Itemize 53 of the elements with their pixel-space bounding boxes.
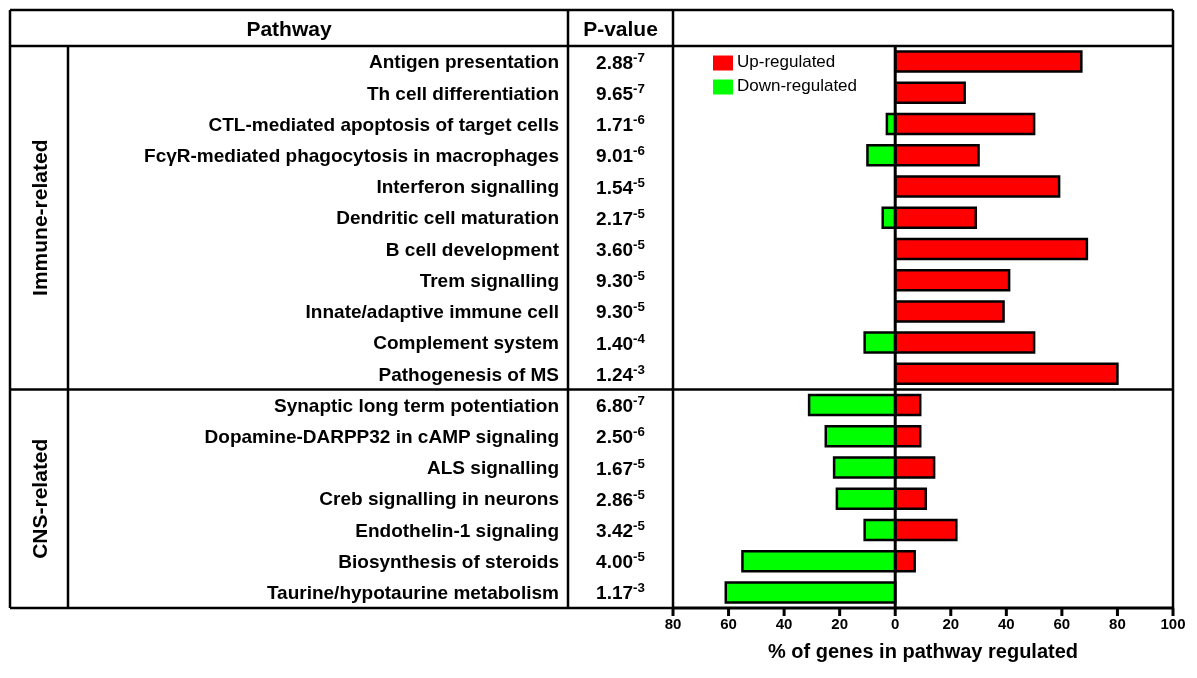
text: 1.67$^{-5}$ <box>596 455 646 479</box>
x-tick-label: 20 <box>942 614 960 632</box>
text: P-value <box>583 17 658 40</box>
text: 9.30$^{-5}$ <box>596 298 646 323</box>
text: Immune-related <box>27 139 51 296</box>
text: 1.24$^{-3}$ <box>596 361 645 385</box>
text: 1.17$^{-3}$ <box>596 579 645 604</box>
text: 2.17$^{-5}$ <box>596 205 646 229</box>
x-tick-label: 60 <box>1053 614 1071 632</box>
x-tick-label: 80 <box>664 614 682 632</box>
y-tick-label: Pathogenesis of MS <box>378 363 559 385</box>
text: 9.65$^{-7}$ <box>596 80 645 104</box>
text: CNS-related <box>27 438 51 559</box>
y-tick-label: Antigen presentation <box>368 51 559 73</box>
x-tick-label: 60 <box>720 614 737 632</box>
x-tick-label: 40 <box>997 614 1015 632</box>
y-tick-label: B cell development <box>385 238 560 260</box>
text: 6.80$^{-7}$ <box>596 392 645 417</box>
x-tick-label: 20 <box>831 614 849 632</box>
text: 3.60$^{-5}$ <box>596 236 646 260</box>
y-tick-label: CTL-mediated apoptosis of target cells <box>208 113 559 135</box>
text: 9.30$^{-5}$ <box>596 267 646 292</box>
x-tick-label: 40 <box>775 614 793 632</box>
y-tick-label: Dopamine-DARPP32 in cAMP signaling <box>204 426 559 448</box>
text: 2.88$^{-7}$ <box>596 49 645 73</box>
y-tick-label: Complement system <box>373 332 559 354</box>
text: 1.40$^{-4}$ <box>596 330 646 354</box>
text: 2.50$^{-6}$ <box>596 423 645 448</box>
y-tick-label: Creb signalling in neurons <box>319 488 559 510</box>
x-tick-label: 80 <box>1109 614 1126 632</box>
legend-label: Down-regulated <box>737 76 858 95</box>
y-tick-label: Dendritic cell maturation <box>336 207 559 229</box>
y-tick-label: Biosynthesis of steroids <box>338 550 559 572</box>
text: 3.42$^{-5}$ <box>596 517 646 541</box>
y-tick-label: Th cell differentiation <box>366 82 559 104</box>
y-tick-label: Innate/adaptive immune cell <box>305 301 559 323</box>
text: 1.54$^{-5}$ <box>596 174 646 198</box>
y-tick-label: ALS signalling <box>427 457 559 479</box>
text: 2.86$^{-5}$ <box>596 486 646 510</box>
legend-label: Up-regulated <box>737 52 836 71</box>
text: Pathway <box>246 17 332 40</box>
text: 9.01$^{-6}$ <box>596 142 645 167</box>
y-tick-label: Taurine/hypotaurine metabolism <box>266 582 559 604</box>
y-tick-label: Interferon signalling <box>376 176 559 198</box>
text: 4.00$^{-5}$ <box>596 548 646 573</box>
y-tick-label: Synaptic long term potentiation <box>273 394 559 416</box>
y-tick-label: Trem signalling <box>419 269 559 291</box>
y-tick-label: FcγR-mediated phagocytosis in macrophages <box>144 145 559 167</box>
x-axis-title: % of genes in pathway regulated <box>767 640 1079 662</box>
y-tick-label: Endothelin-1 signaling <box>355 519 559 541</box>
x-tick-label: 100 <box>1160 614 1186 632</box>
text: 1.71$^{-6}$ <box>596 111 645 136</box>
x-tick-label: 0 <box>891 614 900 632</box>
